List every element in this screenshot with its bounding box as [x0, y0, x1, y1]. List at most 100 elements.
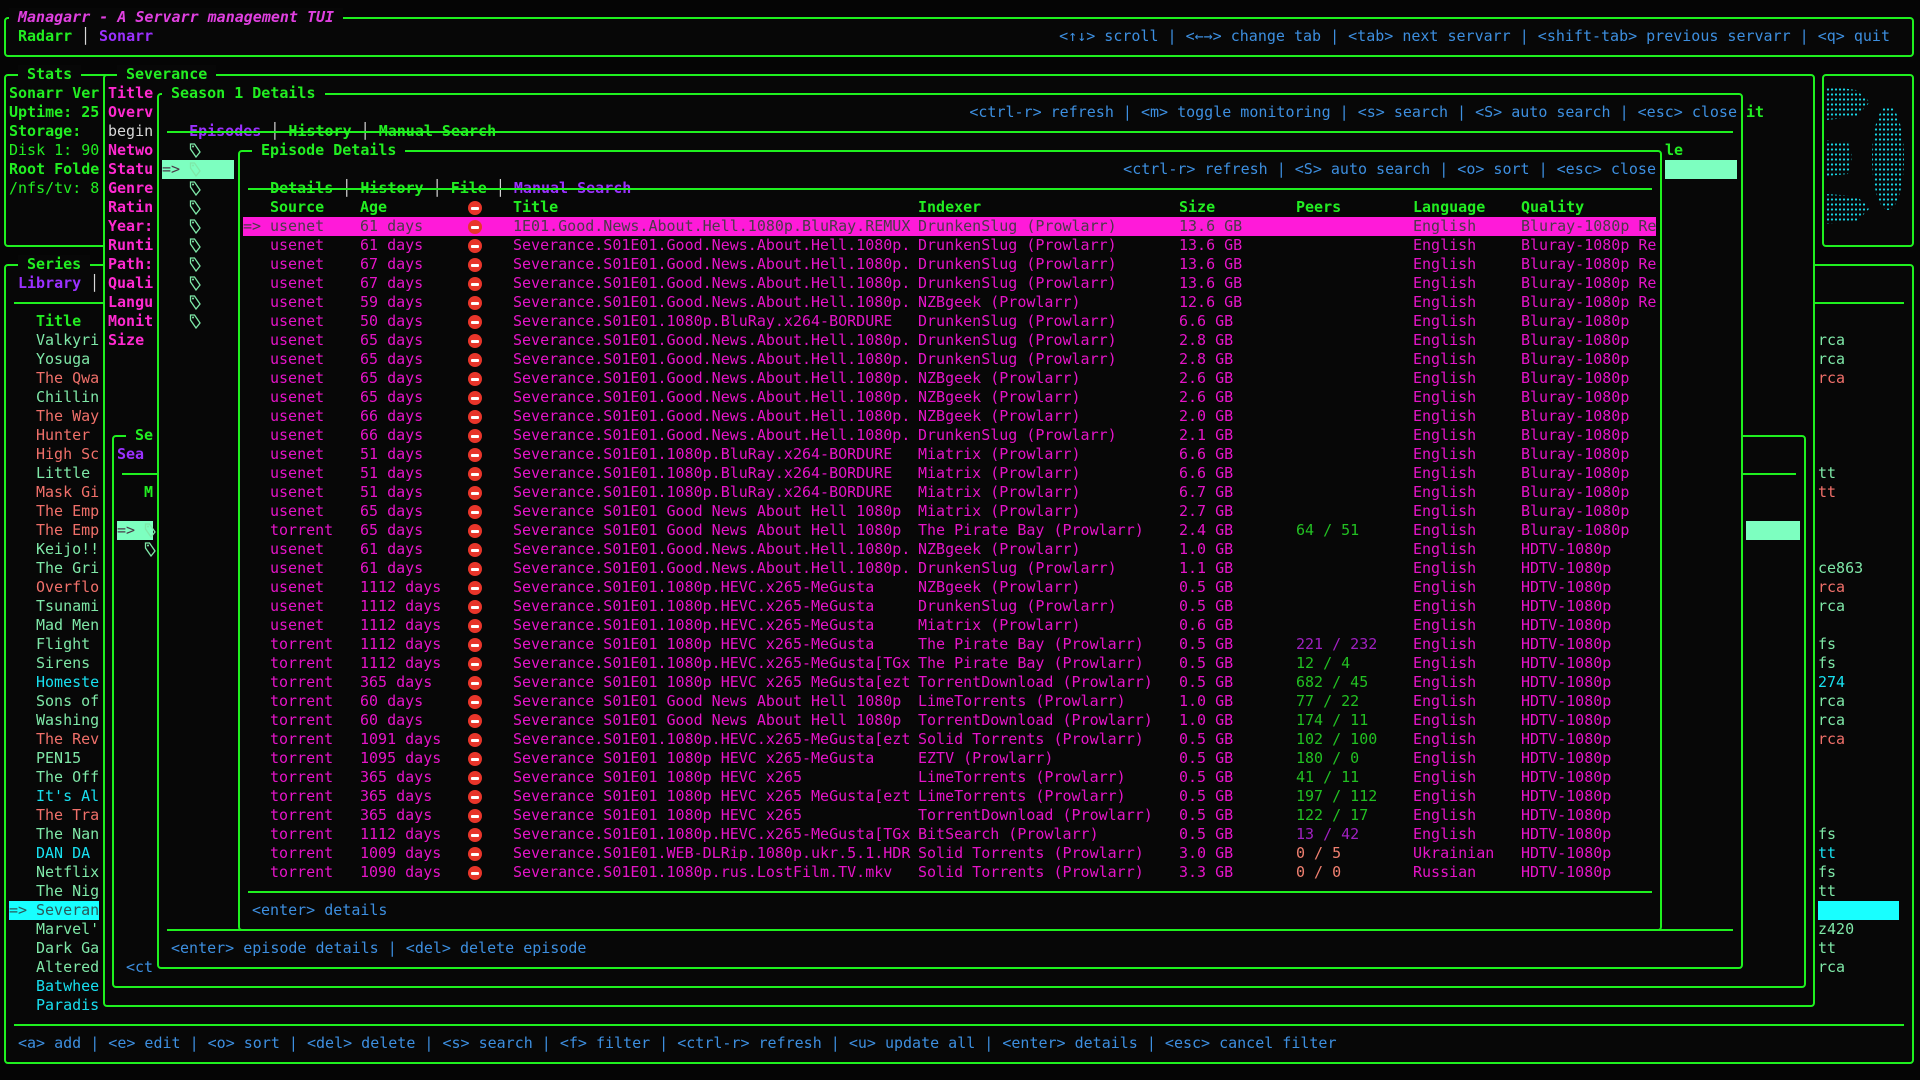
cell-title: Severance.S01E01.1080p.rus.LostFilm.TV.m… — [513, 863, 893, 881]
tab-separator: │ — [90, 274, 100, 292]
episode-help: <ctrl-r> refresh | <S> auto search | <o>… — [1123, 160, 1656, 178]
series-list-item-tail[interactable]: tt — [1818, 939, 1837, 957]
series-list-item[interactable]: The Nan — [36, 825, 100, 843]
cell-source: torrent — [270, 635, 334, 653]
series-list-item[interactable]: The Gri — [36, 559, 100, 577]
series-list-item[interactable]: Yosuga — [36, 350, 91, 368]
rejected-icon — [468, 562, 482, 576]
series-list-item[interactable]: It's Al — [36, 787, 100, 805]
cell-source: usenet — [270, 559, 325, 577]
cell-age: 61 days — [360, 236, 424, 254]
series-list-item-tail[interactable]: fs — [1818, 863, 1837, 881]
cell-age: 51 days — [360, 464, 424, 482]
column-header-size[interactable]: Size — [1179, 198, 1216, 216]
cell-source: torrent — [270, 730, 334, 748]
series-list-item[interactable]: Paradis — [36, 996, 100, 1014]
series-list-item[interactable]: Little — [36, 464, 91, 482]
cell-age: 67 days — [360, 255, 424, 273]
series-list-item[interactable]: Valkyri — [36, 331, 100, 349]
series-list-item[interactable]: Sons of — [36, 692, 100, 710]
tag-icon — [189, 276, 201, 292]
cell-source: usenet — [270, 445, 325, 463]
series-list-item[interactable]: Altered — [36, 958, 100, 976]
series-list-item[interactable]: Sirens — [36, 654, 91, 672]
series-list-item-tail[interactable]: rca — [1818, 597, 1846, 615]
column-header-language[interactable]: Language — [1413, 198, 1486, 216]
series-list-item-tail[interactable]: tt — [1818, 483, 1837, 501]
series-list-item[interactable]: Chillin — [36, 388, 100, 406]
tab-library[interactable]: Library — [18, 274, 82, 292]
column-header-source[interactable]: Source — [270, 198, 325, 216]
tag-icon — [189, 143, 201, 159]
tab-radarr[interactable]: Radarr — [18, 27, 73, 45]
cell-indexer: NZBgeek (Prowlarr) — [918, 578, 1081, 596]
library-selected-row[interactable] — [9, 901, 99, 920]
series-list-item[interactable]: Hunter — [36, 426, 91, 444]
column-header-title[interactable]: Title — [513, 198, 559, 216]
series-list-item[interactable]: The Way — [36, 407, 100, 425]
cell-title: Severance S01E01 Good News About Hell 10… — [513, 502, 902, 520]
series-list-item[interactable]: Severan — [36, 901, 100, 919]
rejected-icon — [468, 790, 482, 804]
series-list-item[interactable]: Keijo!! — [36, 540, 100, 558]
series-list-item-tail[interactable]: fs — [1818, 825, 1837, 843]
series-list-item[interactable]: Mask Gi — [36, 483, 100, 501]
cell-quality: Bluray-1080p — [1521, 331, 1630, 349]
series-list-item[interactable]: The Qwa — [36, 369, 100, 387]
series-list-item[interactable]: Dark Ga — [36, 939, 100, 957]
series-list-item[interactable]: Mad Men — [36, 616, 100, 634]
series-list-item-tail[interactable]: rca — [1818, 369, 1846, 387]
behind-panel-selected-row[interactable] — [117, 521, 153, 540]
library-column-title[interactable]: Title — [36, 312, 82, 330]
series-list-item[interactable]: High Sc — [36, 445, 100, 463]
series-list-item-tail[interactable]: 274 — [1818, 673, 1846, 691]
series-list-item-tail[interactable]: rca — [1818, 730, 1846, 748]
series-list-item-tail[interactable]: rca — [1818, 578, 1846, 596]
series-list-item[interactable]: DAN DA — [36, 844, 91, 862]
cell-age: 1112 days — [360, 597, 442, 615]
series-list-item-tail[interactable]: tt — [1818, 882, 1837, 900]
series-list-item-tail[interactable]: ce863 — [1818, 559, 1864, 577]
series-list-item[interactable]: The Tra — [36, 806, 100, 824]
tab-sonarr[interactable]: Sonarr — [99, 27, 154, 45]
column-header-quality[interactable]: Quality — [1521, 198, 1585, 216]
series-list-item[interactable]: PEN15 — [36, 749, 82, 767]
column-header-indexer[interactable]: Indexer — [918, 198, 982, 216]
series-list-item[interactable]: The Off — [36, 768, 100, 786]
series-list-item-tail[interactable]: fs — [1818, 654, 1837, 672]
rejected-icon — [468, 828, 482, 842]
series-list-item-tail[interactable]: rca — [1818, 331, 1846, 349]
cell-title: Severance.S01E01.1080p.HEVC.x265-MeGusta… — [513, 730, 911, 748]
rejected-icon — [468, 353, 482, 367]
series-list-item[interactable]: Washing — [36, 711, 100, 729]
series-list-item[interactable]: Overflo — [36, 578, 100, 596]
series-list-item[interactable]: The Emp — [36, 502, 100, 520]
episode-selected-row-right[interactable] — [1665, 160, 1737, 179]
column-header-age[interactable]: Age — [360, 198, 388, 216]
series-list-item[interactable]: Marvel' — [36, 920, 100, 938]
behind-panel-selected-row-right[interactable] — [1746, 521, 1800, 540]
series-list-item-tail[interactable]: rca — [1818, 958, 1846, 976]
series-list-item[interactable]: The Rev — [36, 730, 100, 748]
cell-source: usenet — [270, 483, 325, 501]
column-header-peers[interactable]: Peers — [1296, 198, 1342, 216]
behind-panel-tab[interactable]: Sea — [117, 445, 145, 463]
series-list-item[interactable]: Homeste — [36, 673, 100, 691]
series-list-item-tail[interactable]: rca — [1818, 350, 1846, 368]
series-list-item[interactable]: Batwhee — [36, 977, 100, 995]
series-list-item[interactable]: Flight — [36, 635, 91, 653]
episode-selected-row[interactable] — [162, 160, 234, 179]
series-list-item-tail[interactable]: tt — [1818, 464, 1837, 482]
series-list-item-tail[interactable]: z420 — [1818, 920, 1855, 938]
series-list-item-tail[interactable]: rca — [1818, 692, 1846, 710]
library-selected-row-right[interactable] — [1818, 901, 1899, 920]
series-list-item-tail[interactable]: tt — [1818, 844, 1837, 862]
series-list-item[interactable]: The Emp — [36, 521, 100, 539]
series-list-item[interactable]: Tsunami — [36, 597, 100, 615]
cell-quality: Bluray-1080p — [1521, 464, 1630, 482]
series-list-item-tail[interactable]: rca — [1818, 711, 1846, 729]
cell-age: 66 days — [360, 426, 424, 444]
series-list-item[interactable]: Netflix — [36, 863, 100, 881]
series-list-item-tail[interactable]: fs — [1818, 635, 1837, 653]
series-list-item[interactable]: The Nig — [36, 882, 100, 900]
